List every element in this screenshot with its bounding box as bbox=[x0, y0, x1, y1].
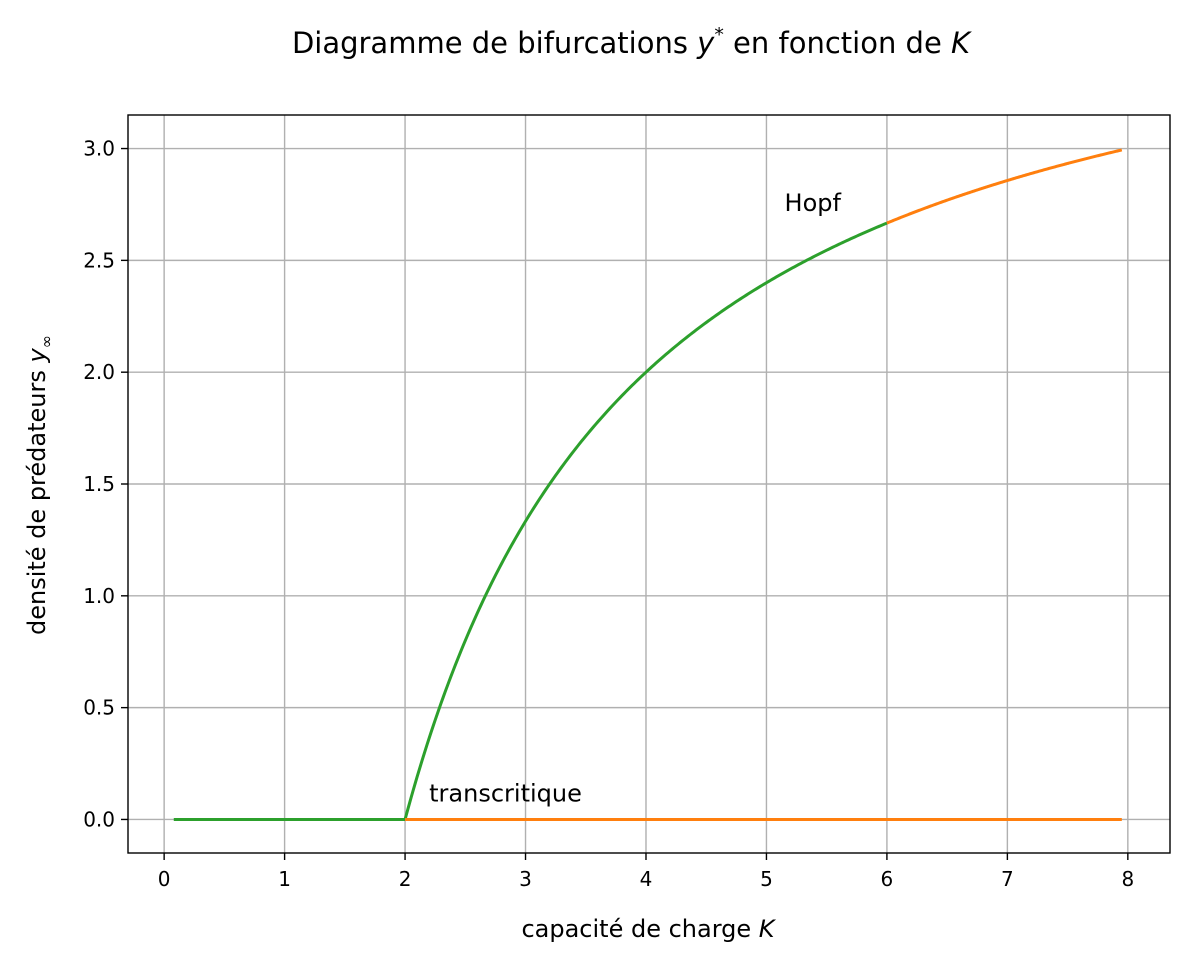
annotations: Hopf transcritique bbox=[429, 189, 841, 807]
y-axis-label: densité de prédateurs y∞ bbox=[23, 335, 56, 635]
y-tick-label: 2.5 bbox=[83, 248, 115, 272]
chart-title-prefix: Diagramme de bifurcations bbox=[292, 26, 697, 60]
x-tick-label: 0 bbox=[158, 867, 171, 891]
x-axis-label: capacité de charge K bbox=[521, 915, 776, 943]
y-tick-label: 3.0 bbox=[83, 137, 115, 161]
x-tick-label: 6 bbox=[881, 867, 894, 891]
x-axis-label-text: capacité de charge bbox=[521, 915, 758, 943]
chart-title-var: y bbox=[696, 26, 715, 60]
annotation-transcritique: transcritique bbox=[429, 780, 582, 808]
x-tick-label: 7 bbox=[1001, 867, 1014, 891]
x-tick-label: 5 bbox=[760, 867, 773, 891]
x-axis-label-var: K bbox=[759, 915, 777, 943]
x-tick-label: 2 bbox=[399, 867, 412, 891]
x-tick-label: 1 bbox=[278, 867, 291, 891]
y-tick-label: 0.5 bbox=[83, 696, 115, 720]
series-line-green bbox=[403, 221, 888, 820]
chart-title-sup: * bbox=[714, 24, 724, 46]
chart-title-param: K bbox=[951, 26, 972, 60]
chart-title: Diagramme de bifurcations y* en fonction… bbox=[292, 24, 972, 60]
y-tick-label: 1.5 bbox=[83, 472, 115, 496]
y-tick-label: 2.0 bbox=[83, 360, 115, 384]
y-tick-label: 1.0 bbox=[83, 584, 115, 608]
x-tick-label: 8 bbox=[1121, 867, 1134, 891]
series-line-orange bbox=[886, 148, 1123, 225]
y-axis-label-var: y bbox=[23, 348, 51, 364]
series-group bbox=[173, 148, 1123, 821]
x-tick-label: 4 bbox=[640, 867, 653, 891]
ticks: 0 1 2 3 4 5 6 7 8 0.0 0.5 1.0 1.5 2.0 2.5 3.0 bbox=[83, 137, 1134, 891]
annotation-hopf: Hopf bbox=[785, 189, 842, 217]
y-axis-label-text: densité de prédateurs bbox=[23, 363, 51, 635]
x-tick-label: 3 bbox=[519, 867, 532, 891]
chart-title-middle: en fonction de bbox=[724, 26, 951, 60]
y-axis-label-sub: ∞ bbox=[37, 335, 56, 348]
y-tick-label: 0.0 bbox=[83, 807, 115, 831]
